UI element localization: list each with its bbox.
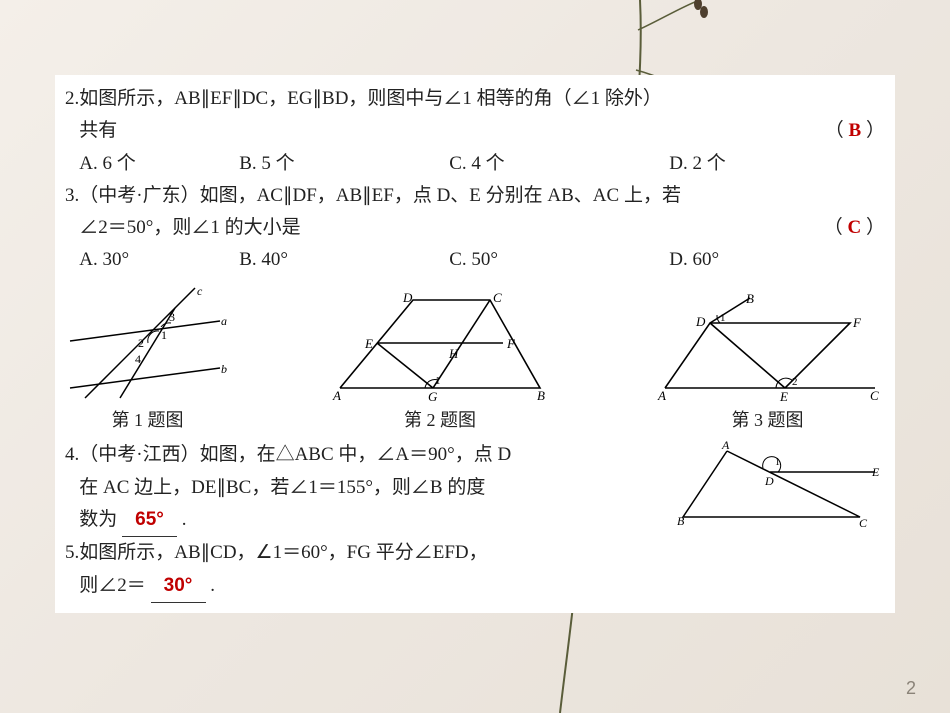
question-4: 4. （中考·江西）如图，在△ABC 中，∠A＝90°，点 D 在 AC 边上，… — [65, 439, 667, 537]
q3-choices: A. 30° B. 40° C. 50° D. 60° — [79, 244, 885, 276]
figure-3-caption: 第 3 题图 — [732, 405, 804, 436]
fig3-C: C — [870, 388, 879, 403]
figure-4-svg: A B C D E 1 — [675, 439, 885, 529]
fig1-label-c: c — [197, 284, 203, 298]
fig4-angle1: 1 — [775, 457, 780, 468]
q3-choice-c: C. 50° — [449, 244, 669, 276]
fig1-label-b: b — [221, 362, 227, 376]
fig1-angle-3: 3 — [169, 310, 175, 324]
fig2-B: B — [537, 388, 545, 403]
figure-3-svg: A E C D F B 1 2 — [650, 293, 885, 403]
question-3: 3. （中考·广东）如图，AC∥DF，AB∥EF，点 D、E 分别在 AB、AC… — [65, 180, 885, 277]
fig1-label-a: a — [221, 314, 227, 328]
q3-answer-paren: （ C ） — [824, 212, 885, 244]
q2-choice-c: C. 4 个 — [449, 148, 669, 180]
q2-choice-d: D. 2 个 — [669, 148, 725, 180]
question-2: 2. 如图所示，AB∥EF∥DC，EG∥BD，则图中与∠1 相等的角（∠1 除外… — [65, 83, 885, 180]
q4-prefix: 数为 — [79, 509, 117, 530]
fig3-angle2: 2 — [792, 376, 798, 388]
fig2-A: A — [332, 388, 341, 403]
fig1-angle-1: 1 — [161, 328, 167, 342]
question-4-wrap: 4. （中考·江西）如图，在△ABC 中，∠A＝90°，点 D 在 AC 边上，… — [65, 439, 885, 602]
q2-choices: A. 6 个 B. 5 个 C. 4 个 D. 2 个 — [79, 148, 885, 180]
q5-number: 5. — [65, 537, 79, 603]
figure-4: A B C D E 1 — [675, 439, 885, 540]
paren-right: ） — [866, 217, 885, 238]
q4-stem-line2: 在 AC 边上，DE∥BC，若∠1＝155°，则∠B 的度 — [79, 472, 667, 504]
paren-left: （ — [825, 120, 844, 141]
fig2-F: F — [506, 336, 516, 351]
fig2-E: E — [364, 336, 373, 351]
q2-choice-b: B. 5 个 — [239, 148, 449, 180]
q2-stem-line2: 共有 — [79, 115, 117, 147]
q5-stem-line2: 则∠2＝ 30° . — [79, 570, 667, 603]
paren-right: ） — [866, 120, 885, 141]
figure-1-svg: c a b 1 2 3 4 — [65, 283, 230, 403]
fig1-angle-2: 2 — [138, 336, 144, 350]
fig3-angle1: 1 — [720, 312, 726, 324]
q4-stem-line1: （中考·江西）如图，在△ABC 中，∠A＝90°，点 D — [79, 439, 667, 471]
q3-stem-line1: （中考·广东）如图，AC∥DF，AB∥EF，点 D、E 分别在 AB、AC 上，… — [79, 180, 885, 212]
q5-answer-blank: 30° — [151, 570, 206, 603]
fig2-G: G — [428, 389, 438, 403]
fig4-B: B — [677, 514, 685, 528]
figure-2-svg: A B G E F H D C 1 — [325, 288, 555, 403]
q5-prefix: 则∠2＝ — [79, 575, 146, 596]
fig3-D: D — [695, 314, 706, 329]
q5-stem-line1: 如图所示，AB∥CD，∠1＝60°，FG 平分∠EFD， — [79, 537, 667, 569]
q2-number: 2. — [65, 83, 79, 180]
q3-choice-b: B. 40° — [239, 244, 449, 276]
q3-number: 3. — [65, 180, 79, 277]
fig3-A: A — [657, 388, 666, 403]
q2-answer: B — [849, 120, 862, 141]
page-number: 2 — [906, 678, 916, 699]
fig3-B: B — [746, 293, 754, 306]
q4-answer-blank: 65° — [122, 504, 177, 537]
fig2-D: D — [402, 290, 413, 305]
content-card: 2. 如图所示，AB∥EF∥DC，EG∥BD，则图中与∠1 相等的角（∠1 除外… — [55, 75, 895, 613]
question-5: 5. 如图所示，AB∥CD，∠1＝60°，FG 平分∠EFD， 则∠2＝ 30°… — [65, 537, 667, 603]
fig2-angle1: 1 — [435, 375, 441, 387]
figure-3: A E C D F B 1 2 第 3 题图 — [650, 293, 885, 436]
fig4-E: E — [871, 465, 880, 479]
figures-row: c a b 1 2 3 4 第 1 题图 — [65, 283, 885, 436]
q3-stem-line2: ∠2＝50°，则∠1 的大小是 — [79, 212, 300, 244]
figure-1: c a b 1 2 3 4 第 1 题图 — [65, 283, 230, 436]
q2-choice-a: A. 6 个 — [79, 148, 239, 180]
fig4-D: D — [764, 474, 774, 488]
fig4-A: A — [721, 439, 730, 452]
fig1-angle-4: 4 — [135, 352, 141, 366]
fig3-F: F — [852, 315, 862, 330]
q4-number: 4. — [65, 439, 79, 537]
q5-suffix: . — [210, 575, 215, 596]
q4-stem-line3: 数为 65° . — [79, 504, 667, 537]
fig2-H: H — [448, 346, 459, 361]
figure-1-caption: 第 1 题图 — [112, 405, 184, 436]
fig3-E: E — [779, 389, 788, 403]
q3-choice-a: A. 30° — [79, 244, 239, 276]
q2-stem-line1: 如图所示，AB∥EF∥DC，EG∥BD，则图中与∠1 相等的角（∠1 除外） — [79, 83, 885, 115]
q4-suffix: . — [182, 509, 187, 530]
figure-2-caption: 第 2 题图 — [404, 405, 476, 436]
paren-left: （ — [824, 217, 843, 238]
fig2-C: C — [493, 290, 502, 305]
q2-answer-paren: （ B ） — [825, 115, 885, 147]
q3-choice-d: D. 60° — [669, 244, 719, 276]
q3-answer: C — [848, 217, 862, 238]
fig4-C: C — [859, 516, 868, 529]
figure-2: A B G E F H D C 1 第 2 题图 — [325, 288, 555, 436]
